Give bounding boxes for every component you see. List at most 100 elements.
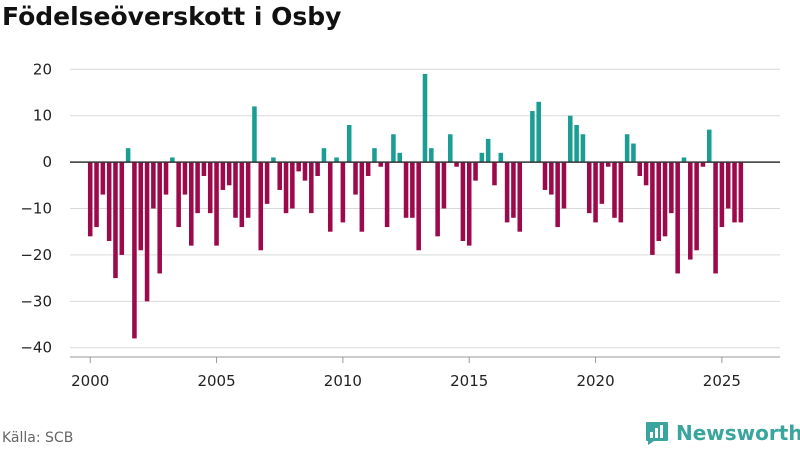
bar	[125, 148, 131, 163]
bar	[517, 162, 523, 232]
bar	[151, 162, 156, 209]
bar	[372, 148, 377, 163]
bar	[359, 162, 365, 232]
bar	[309, 162, 314, 214]
bar	[688, 162, 693, 260]
bar	[106, 162, 112, 241]
bar	[113, 162, 118, 279]
bar	[549, 162, 554, 195]
bar	[643, 162, 649, 186]
bar	[504, 162, 510, 223]
bar	[321, 148, 327, 163]
bar	[511, 162, 516, 218]
bar	[378, 162, 384, 167]
bar	[466, 162, 472, 246]
bar	[340, 162, 346, 223]
bar	[201, 162, 207, 177]
bar	[618, 162, 624, 223]
bar	[226, 162, 232, 186]
x-tick-label: 2025	[703, 372, 741, 390]
bar	[738, 162, 744, 223]
x-tick-label: 2000	[71, 372, 109, 390]
y-tick-label: −30	[20, 292, 52, 310]
bar	[460, 162, 466, 241]
bar	[479, 152, 485, 163]
bar	[498, 152, 504, 163]
newsworthy-logo-icon	[646, 422, 668, 445]
x-tick-label: 2005	[197, 372, 235, 390]
bar	[290, 162, 295, 209]
bar	[662, 162, 668, 237]
bar	[669, 162, 674, 214]
bar	[656, 162, 661, 241]
bar	[100, 162, 106, 195]
x-axis: 2000 2005 2010 2015 2020 2025	[70, 356, 780, 390]
chart-title: Födelseöverskott i Osby	[2, 2, 342, 31]
bar	[283, 162, 289, 214]
bar	[574, 124, 579, 163]
bar	[296, 162, 301, 172]
bar	[94, 162, 99, 228]
bar	[403, 162, 409, 218]
bar	[725, 162, 731, 209]
bar	[220, 162, 226, 190]
bar	[195, 162, 200, 214]
y-axis-ticks: 20 10 0 −10 −20 −30 −40	[20, 60, 52, 356]
bar	[542, 162, 548, 190]
y-tick-label: 0	[42, 153, 52, 171]
bar	[353, 162, 358, 195]
bar	[435, 162, 440, 237]
bar	[384, 162, 390, 228]
bar	[447, 134, 453, 163]
bar	[163, 162, 169, 195]
bar	[732, 162, 737, 223]
y-tick-label: −10	[20, 200, 52, 218]
bar	[536, 101, 541, 163]
bar	[681, 157, 687, 163]
bar	[138, 162, 144, 251]
bar	[694, 162, 699, 251]
bar	[271, 157, 276, 163]
source-note: Källa: SCB	[2, 430, 74, 446]
bar	[422, 73, 428, 163]
bar	[713, 162, 718, 274]
bar	[485, 138, 491, 163]
bar	[612, 162, 617, 218]
bar	[586, 162, 592, 214]
brand-name: Newsworthy	[676, 421, 800, 445]
x-tick-label: 2015	[450, 372, 488, 390]
bar	[416, 162, 421, 251]
bar	[233, 162, 238, 218]
bar	[631, 143, 636, 163]
brand-logo[interactable]: Newsworthy	[644, 420, 800, 446]
bar	[258, 162, 264, 251]
bar	[555, 162, 560, 228]
bar	[157, 162, 162, 274]
bar	[429, 148, 434, 163]
bar	[568, 115, 573, 163]
bar	[264, 162, 270, 204]
bar	[561, 162, 567, 209]
bar	[277, 162, 282, 190]
x-tick-label: 2010	[324, 372, 362, 390]
y-tick-label: −40	[20, 339, 52, 357]
bar	[454, 162, 459, 167]
bar	[637, 162, 643, 177]
bar	[410, 162, 415, 218]
bar	[176, 162, 181, 228]
bar	[397, 152, 403, 163]
bar	[302, 162, 308, 181]
bar	[346, 124, 352, 163]
bar	[245, 162, 251, 218]
bar	[214, 162, 219, 246]
bar	[492, 162, 497, 186]
y-tick-label: 10	[33, 107, 52, 125]
bar-series	[87, 73, 744, 339]
bar	[650, 162, 655, 255]
bar	[719, 162, 725, 228]
bar	[624, 134, 630, 163]
bar	[580, 134, 586, 163]
bar	[334, 157, 339, 163]
bar	[132, 162, 137, 339]
